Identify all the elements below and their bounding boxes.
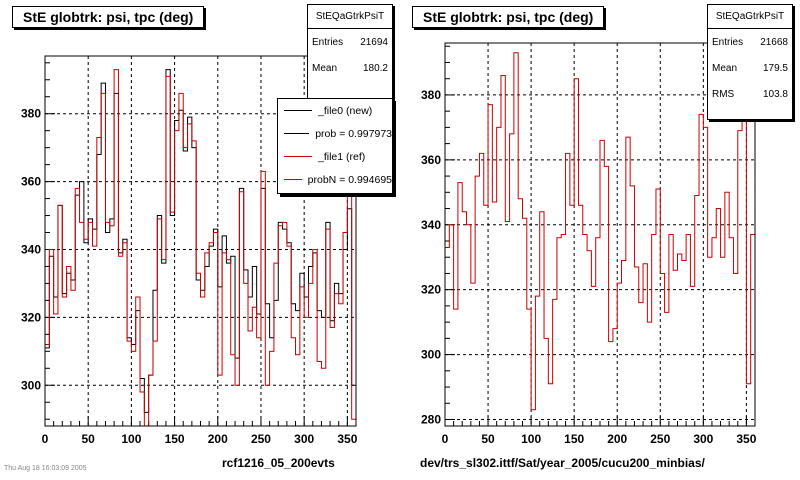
right-caption: dev/trs_sl302.ittf/Sat/year_2005/cucu200… (420, 456, 705, 470)
right-stats-mean-label: Mean (712, 62, 738, 74)
y-tick-label: 300 (21, 378, 41, 392)
y-tick-label: 340 (421, 218, 441, 232)
right-stats-entries: 21668 (760, 36, 788, 48)
left-stats-entries: 21694 (360, 36, 388, 48)
right-stats-entries-label: Entries (712, 36, 744, 48)
x-tick-label: 150 (165, 432, 185, 446)
right-stats-rms: 103.8 (762, 88, 788, 100)
left-legend: _file0 (new) prob = 0.997973 _file1 (ref… (277, 98, 393, 194)
legend-swatch-prob (284, 133, 310, 134)
plot-frame (44, 55, 357, 427)
legend-entry-file1: _file1 (ref) (278, 145, 392, 168)
left-caption: rcf1216_05_200evts (222, 456, 335, 470)
legend-swatch-file1 (284, 156, 312, 157)
y-tick-label: 380 (421, 88, 441, 102)
y-tick-label: 280 (421, 413, 441, 427)
legend-swatch-probn (284, 179, 302, 180)
left-histogram-pad: 0 50 100 150 200 250 300 350 300 320 340 360 380 StE… (0, 0, 400, 470)
left-stats-mean: 180.2 (362, 62, 388, 74)
right-stats-rms-label: RMS (712, 88, 735, 100)
x-tick-label: 250 (650, 432, 670, 446)
y-tick-label: 340 (21, 242, 41, 256)
y-tick-label: 360 (21, 175, 41, 189)
y-tick-label: 300 (421, 348, 441, 362)
left-stats-mean-label: Mean (312, 62, 338, 74)
x-tick-label: 250 (251, 432, 271, 446)
x-tick-label: 100 (521, 432, 541, 446)
legend-entry-prob: prob = 0.997973 (278, 122, 392, 145)
y-tick-label: 320 (421, 283, 441, 297)
legend-entry-probn: probN = 0.994695 (278, 168, 392, 191)
x-tick-label: 350 (337, 432, 357, 446)
left-stats-name: StEQaGtrkPsiT (308, 5, 392, 29)
x-tick-label: 0 (42, 432, 49, 446)
legend-swatch-file0 (284, 110, 312, 111)
x-tick-label: 100 (121, 432, 141, 446)
y-tick-label: 380 (21, 107, 41, 121)
x-tick-label: 150 (564, 432, 584, 446)
legend-entry-file0: _file0 (new) (278, 99, 392, 122)
legend-label-probn: probN = 0.994695 (307, 173, 392, 186)
x-tick-label: 350 (736, 432, 756, 446)
histogram-series-file1-ref (445, 52, 755, 411)
y-tick-label: 360 (421, 153, 441, 167)
x-tick-label: 300 (693, 432, 713, 446)
canvas-footnote: Thu Aug 18 16:03:09 2005 (4, 465, 87, 472)
right-histogram-pad: 0 50 100 150 200 250 300 350 280 300 320 340 360 380 … (400, 0, 800, 480)
right-stats-mean: 179.5 (762, 62, 788, 74)
legend-label-prob: prob = 0.997973 (315, 127, 392, 140)
right-stats-box: StEQaGtrkPsiT Entries 21668 Mean 179.5 RMS… (707, 4, 793, 120)
x-tick-label: 0 (442, 432, 449, 446)
x-tick-label: 300 (294, 432, 314, 446)
plot-frame (444, 42, 756, 427)
x-tick-label: 50 (481, 432, 495, 446)
x-tick-label: 200 (607, 432, 627, 446)
right-histogram-plot: 0 50 100 150 200 250 300 350 280 300 320 340 360 380 (421, 42, 757, 446)
legend-label-file0: _file0 (new) (318, 104, 373, 117)
right-plot-title: StE globtrk: psi, tpc (deg) (412, 6, 605, 28)
left-plot-title: StE globtrk: psi, tpc (deg) (12, 6, 205, 28)
x-tick-label: 50 (82, 432, 96, 446)
right-stats-name: StEQaGtrkPsiT (708, 5, 792, 29)
x-tick-label: 200 (208, 432, 228, 446)
legend-label-file1: _file1 (ref) (318, 150, 366, 163)
left-stats-entries-label: Entries (312, 36, 344, 48)
y-tick-label: 320 (21, 310, 41, 324)
histogram-series-file1-ref (45, 69, 356, 427)
